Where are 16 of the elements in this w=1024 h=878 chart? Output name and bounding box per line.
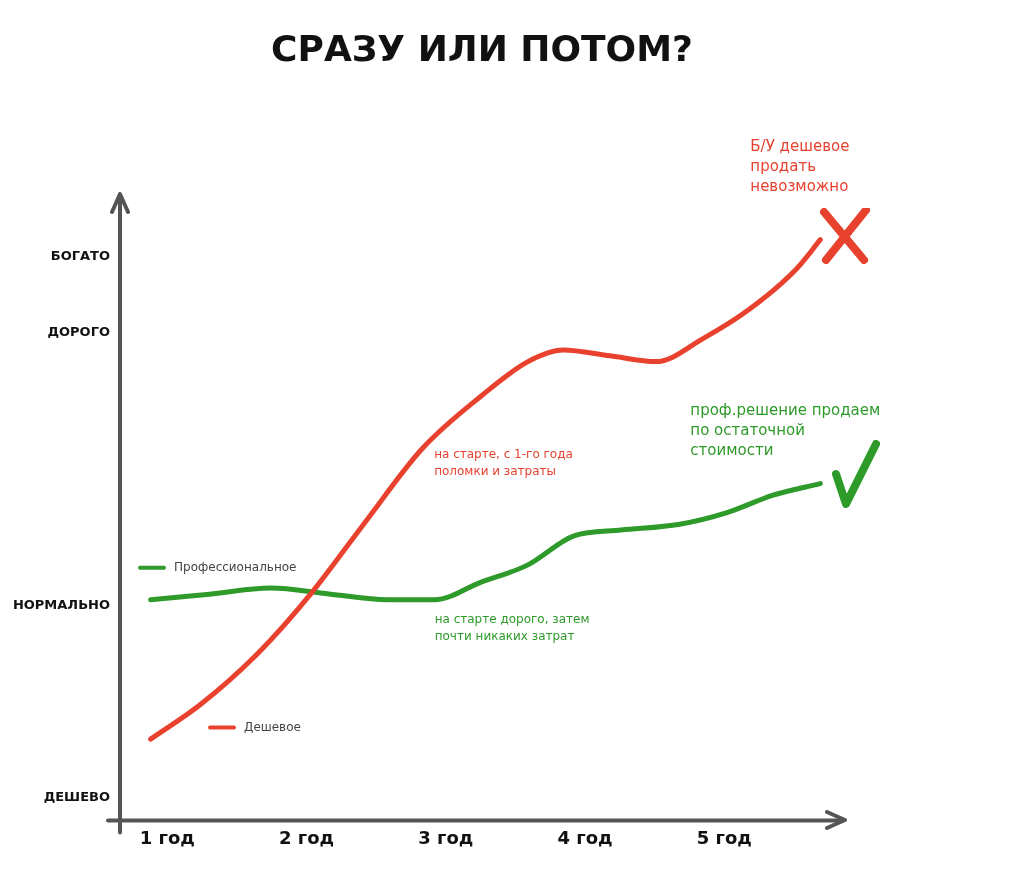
x-tick-label: 5 год bbox=[696, 826, 752, 848]
x-tick-label: 4 год bbox=[557, 826, 613, 848]
chart-title: СРАЗУ ИЛИ ПОТОМ? bbox=[271, 27, 693, 69]
legend-label: Профессиональное bbox=[174, 559, 297, 574]
annotation: на старте, с 1-го года поломки и затраты bbox=[434, 446, 573, 478]
text: НОРМАЛЬНО bbox=[12, 596, 110, 612]
x-tick-label: 1 год bbox=[139, 826, 195, 848]
legend-label: Дешевое bbox=[244, 719, 301, 734]
annotation: проф.решение продаем по остаточной стоимости bbox=[690, 400, 881, 459]
text: ДЕШЕВО bbox=[43, 788, 110, 804]
x-tick-label: 3 год bbox=[418, 826, 474, 848]
text: Б/У дешевое продать невозможно bbox=[750, 137, 850, 196]
text: ДОРОГО bbox=[47, 323, 110, 339]
text: БОГАТО bbox=[50, 248, 110, 264]
annotation: на старте дорого, затем почти никаких затрат bbox=[434, 611, 590, 643]
x-tick-label: 2 год bbox=[279, 826, 335, 848]
